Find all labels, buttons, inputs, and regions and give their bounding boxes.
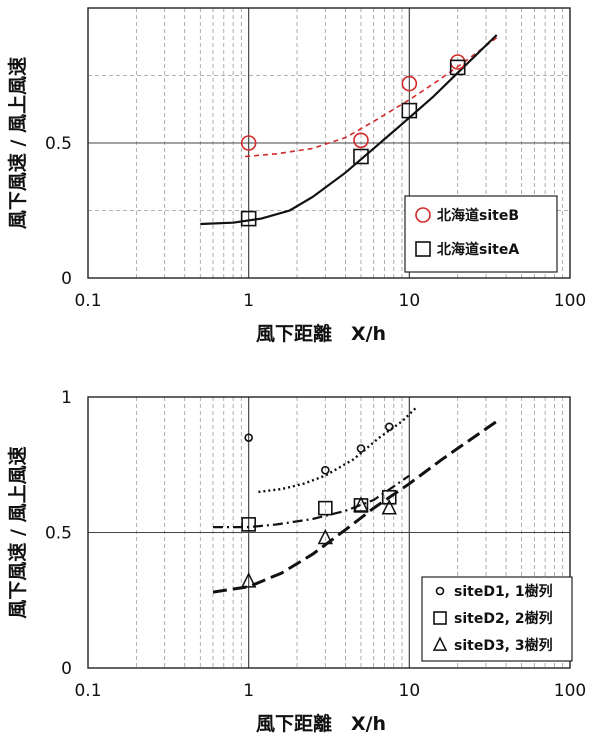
x-tick-label: 0.1 bbox=[74, 681, 101, 701]
chart-1: 0.1 1 10 100 0 0.5 風下距離 X/h 風下風速 / 風上風速北海道siteB… bbox=[6, 7, 586, 345]
x-tick-label: 10 bbox=[399, 291, 421, 311]
data-point-circle bbox=[401, 75, 418, 92]
data-point-square bbox=[318, 500, 333, 516]
y-tick-label: 0 bbox=[61, 659, 72, 679]
legend-marker-square bbox=[433, 611, 447, 625]
data-point-square bbox=[241, 517, 256, 532]
y-tick-label: 0.5 bbox=[45, 524, 72, 544]
x-tick-label: 0.1 bbox=[74, 291, 101, 311]
data-point-circle bbox=[244, 433, 253, 442]
plot-frame bbox=[87, 7, 571, 279]
x-axis-title: 風下距離 X/h bbox=[256, 712, 386, 735]
data-point-square bbox=[449, 59, 466, 76]
legend-marker-circle bbox=[435, 586, 445, 596]
y-axis-title: 風下風速 / 風上風速 bbox=[6, 446, 29, 618]
fit-line-1 bbox=[258, 406, 417, 494]
data-point-circle bbox=[240, 135, 257, 151]
x-tick-label: 100 bbox=[554, 681, 586, 701]
y-tick-label: 1 bbox=[61, 388, 72, 408]
legend-marker-triangle bbox=[432, 636, 448, 651]
fit-line-1 bbox=[245, 37, 498, 158]
data-point-circle bbox=[353, 132, 369, 149]
x-tick-label: 1 bbox=[243, 291, 254, 311]
data-point-triangle bbox=[240, 572, 257, 588]
data-point-circle bbox=[384, 422, 394, 432]
data-point-square bbox=[240, 210, 257, 227]
legend-marker-circle bbox=[415, 207, 431, 223]
legend-label: 北海道siteB bbox=[437, 207, 519, 224]
data-point-square bbox=[381, 489, 397, 505]
legend-box bbox=[404, 195, 558, 273]
legend-label: siteD2, 2樹列 bbox=[454, 610, 553, 627]
legend-box bbox=[421, 576, 573, 662]
fit-line-2 bbox=[213, 474, 410, 529]
data-point-triangle bbox=[353, 496, 369, 512]
y-tick-label: 0.5 bbox=[45, 134, 72, 154]
data-point-square bbox=[353, 148, 369, 165]
legend-marker-square bbox=[415, 241, 431, 257]
x-tick-label: 100 bbox=[554, 291, 586, 311]
fit-line-2 bbox=[200, 34, 498, 226]
data-point-circle bbox=[356, 444, 366, 453]
x-tick-label: 1 bbox=[243, 681, 254, 701]
x-axis-title: 風下距離 X/h bbox=[256, 322, 386, 345]
plot-frame bbox=[87, 396, 571, 669]
legend-label: 北海道siteA bbox=[437, 241, 519, 258]
data-point-square bbox=[401, 102, 418, 119]
data-point-circle bbox=[321, 465, 330, 475]
data-point-triangle bbox=[317, 528, 334, 545]
y-tick-label: 0 bbox=[61, 269, 72, 289]
fit-line-3 bbox=[212, 417, 502, 594]
legend-label: siteD1, 1樹列 bbox=[454, 583, 553, 600]
y-axis-title: 風下風速 / 風上風速 bbox=[6, 57, 29, 229]
legend-label: siteD3, 3樹列 bbox=[454, 637, 553, 654]
x-tick-label: 10 bbox=[399, 681, 421, 701]
data-point-triangle bbox=[381, 498, 397, 515]
